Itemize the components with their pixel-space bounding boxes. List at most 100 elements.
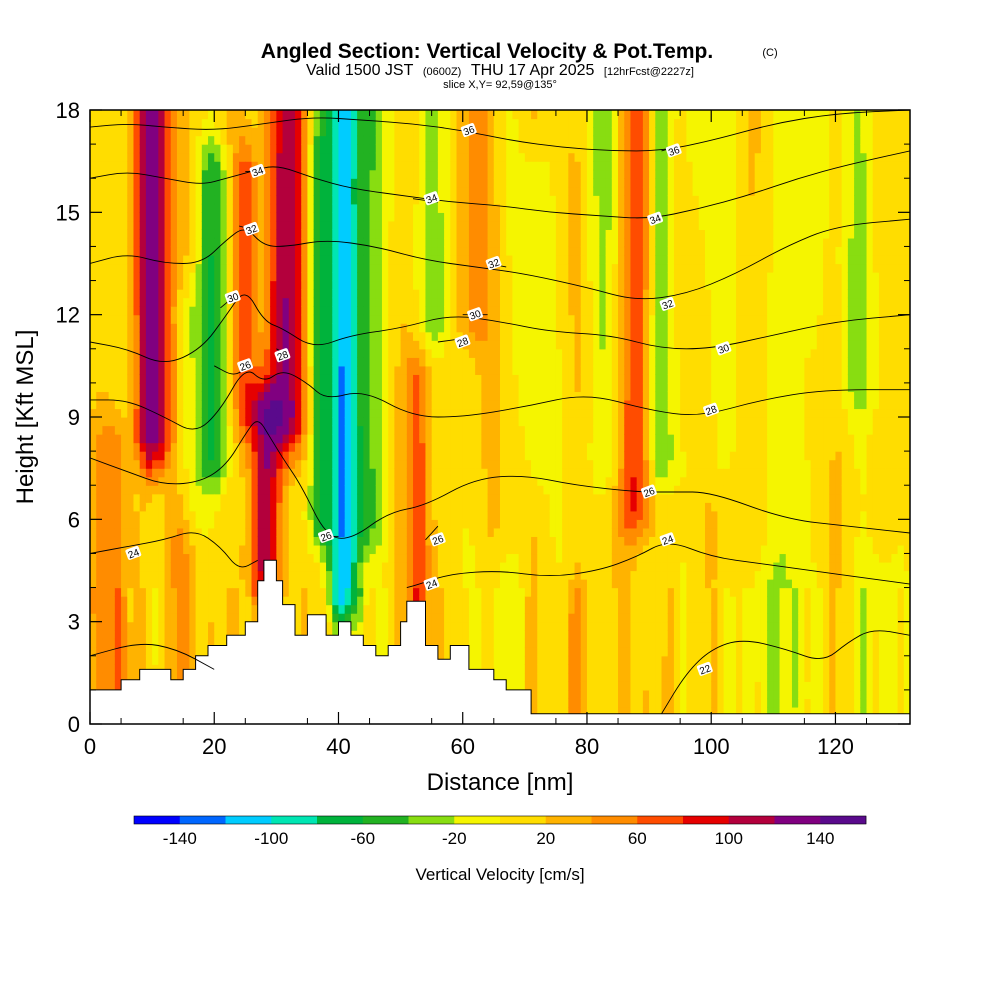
velocity-cell [214, 331, 222, 341]
velocity-cell [344, 144, 352, 154]
velocity-cell [201, 237, 209, 248]
velocity-cell [450, 493, 458, 503]
velocity-cell [108, 391, 116, 401]
velocity-cell [394, 493, 402, 503]
velocity-cell [319, 280, 327, 290]
velocity-cell [164, 451, 172, 461]
velocity-cell [121, 331, 128, 341]
velocity-cell [239, 613, 246, 623]
velocity-cell [444, 374, 451, 384]
velocity-cell [319, 161, 327, 171]
velocity-cell [108, 280, 116, 290]
velocity-cell [456, 118, 464, 128]
velocity-cell [245, 263, 253, 273]
velocity-cell [133, 144, 141, 154]
velocity-cell [127, 519, 135, 529]
velocity-cell [127, 425, 135, 435]
velocity-cell [500, 451, 507, 461]
velocity-cell [400, 391, 408, 401]
velocity-cell [344, 596, 352, 606]
velocity-cell [406, 203, 414, 213]
velocity-cell [114, 630, 122, 640]
velocity-cell [369, 468, 377, 478]
velocity-cell [276, 246, 284, 256]
velocity-cell [96, 408, 104, 418]
velocity-cell [189, 544, 197, 555]
velocity-cell [195, 135, 203, 145]
subtitle-valid: Valid 1500 JST [306, 62, 414, 79]
velocity-cell [456, 638, 464, 648]
velocity-cell [456, 110, 464, 120]
velocity-cell [282, 144, 290, 154]
velocity-cell [400, 289, 408, 299]
velocity-cell [183, 203, 190, 213]
velocity-cell [96, 510, 104, 520]
velocity-cell [232, 408, 240, 418]
velocity-cell [220, 596, 228, 606]
velocity-cell [350, 135, 358, 145]
velocity-cell [444, 144, 451, 154]
velocity-cell [431, 399, 439, 410]
velocity-cell [493, 417, 501, 427]
velocity-cell [475, 459, 482, 469]
velocity-cell [400, 408, 408, 418]
velocity-cell [145, 280, 153, 290]
velocity-cell [357, 314, 364, 324]
velocity-cell [189, 195, 197, 205]
velocity-cell [263, 127, 271, 137]
velocity-cell [158, 348, 166, 358]
velocity-cell [183, 365, 190, 375]
velocity-cell [96, 220, 104, 230]
velocity-cell [195, 220, 203, 230]
velocity-cell [500, 519, 507, 529]
velocity-cell [500, 630, 507, 640]
velocity-cell [481, 451, 489, 461]
velocity-cell [400, 485, 408, 495]
velocity-cell [388, 220, 395, 230]
velocity-cell [282, 570, 290, 580]
velocity-cell [114, 442, 122, 452]
velocity-cell [500, 621, 507, 631]
velocity-cell [201, 459, 209, 469]
velocity-cell [394, 357, 402, 367]
velocity-cell [481, 144, 489, 154]
velocity-cell [96, 647, 104, 657]
velocity-cell [313, 459, 321, 469]
velocity-cell [493, 604, 501, 614]
velocity-cell [189, 664, 197, 674]
velocity-cell [350, 237, 358, 248]
velocity-cell [158, 561, 166, 572]
velocity-cell [406, 263, 414, 273]
velocity-cell [394, 169, 402, 179]
velocity-cell [114, 135, 122, 145]
velocity-cell [381, 621, 389, 631]
velocity-cell [450, 434, 458, 444]
velocity-cell [344, 161, 352, 171]
velocity-cell [288, 365, 296, 375]
velocity-cell [456, 391, 464, 401]
velocity-cell [170, 451, 178, 461]
velocity-cell [226, 314, 234, 324]
velocity-cell [170, 621, 178, 631]
velocity-cell [170, 417, 178, 427]
velocity-cell [437, 519, 445, 529]
velocity-cell [201, 169, 209, 179]
velocity-cell [270, 382, 277, 393]
velocity-cell [90, 365, 97, 375]
velocity-cell [145, 289, 153, 299]
velocity-cell [102, 596, 110, 606]
velocity-cell [208, 144, 215, 154]
velocity-cell [381, 434, 389, 444]
velocity-cell [152, 596, 159, 606]
velocity-cell [363, 331, 371, 341]
velocity-cell [350, 485, 358, 495]
velocity-cell [506, 655, 514, 665]
velocity-cell [375, 391, 383, 401]
velocity-cell [350, 561, 358, 572]
velocity-cell [282, 237, 290, 248]
velocity-cell [226, 459, 234, 469]
velocity-cell [176, 519, 184, 529]
velocity-cell [301, 544, 309, 555]
velocity-cell [257, 451, 265, 461]
velocity-cell [319, 510, 327, 520]
